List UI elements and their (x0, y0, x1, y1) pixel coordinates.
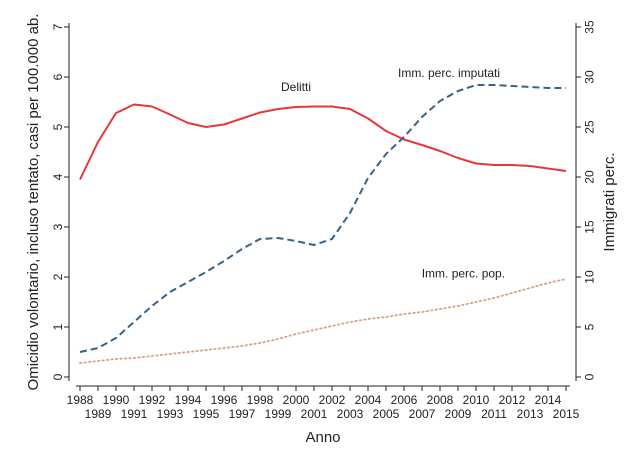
x-tick-label: 2005 (373, 407, 400, 421)
x-tick-label: 2006 (391, 393, 418, 407)
y-left-tick-label: 6 (51, 73, 65, 80)
x-tick-label: 2015 (553, 407, 580, 421)
x-tick-label: 2001 (301, 407, 328, 421)
y-right-tick-label: 25 (583, 120, 597, 134)
series-line-1 (79, 103, 567, 180)
x-tick-label: 1994 (175, 393, 202, 407)
annotation-2: Imm. perc. imputati (398, 66, 500, 80)
x-tick-label: 1999 (265, 407, 292, 421)
y-left-tick-label: 4 (51, 173, 65, 180)
annotation-3: Imm. perc. pop. (422, 267, 505, 281)
x-tick-label: 1990 (103, 393, 130, 407)
x-tick-label: 2010 (463, 393, 490, 407)
x-axis-title: Anno (305, 429, 340, 446)
x-tick-label: 1989 (85, 407, 112, 421)
x-tick-label: 2014 (535, 393, 562, 407)
x-tick-label: 2000 (283, 393, 310, 407)
x-tick-label: 1996 (211, 393, 238, 407)
y-right-tick-label: 5 (583, 323, 597, 330)
y-left-tick-label: 7 (51, 23, 65, 30)
y-axis-right-title: Immigrati perc. (601, 152, 618, 251)
annotation-1: Delitti (281, 80, 311, 94)
x-tick-label: 1988 (67, 393, 94, 407)
annotations: Delitti Imm. perc. imputati Imm. perc. pop… (281, 66, 505, 281)
x-tick-label: 2004 (355, 393, 382, 407)
x-tick-label: 1998 (247, 393, 274, 407)
y-left-tick-label: 0 (51, 373, 65, 380)
series-line-2 (79, 84, 566, 353)
y-right-tick-label: 0 (583, 373, 597, 380)
y-left-tick-label: 1 (51, 323, 65, 330)
x-tick-label: 2012 (499, 393, 526, 407)
y-left-tick-label: 2 (51, 273, 65, 280)
y-right-tick-label: 35 (583, 20, 597, 34)
x-tick-label: 2009 (445, 407, 472, 421)
y-right-tick-label: 30 (583, 70, 597, 84)
x-tick-label: 1992 (139, 393, 166, 407)
x-tick-label: 2011 (481, 407, 507, 421)
y-left-tick-label: 5 (51, 123, 65, 130)
y-right-tick-label: 10 (583, 270, 597, 284)
x-tick-label: 2008 (427, 393, 454, 407)
x-tick-label: 2003 (337, 407, 364, 421)
x-tick-label: 1993 (157, 407, 184, 421)
y-right-tick-label: 20 (583, 170, 597, 184)
series-layer (79, 84, 567, 364)
x-tick-label: 1995 (193, 407, 220, 421)
y-right-tick-label: 15 (583, 220, 597, 234)
y-axis-left-title: Omicidio volontario, incluso tentato, ca… (25, 14, 42, 391)
x-tick-label: 1997 (229, 407, 256, 421)
series-line-3 (79, 278, 567, 364)
x-tick-label: 2002 (319, 393, 346, 407)
x-tick-label: 1991 (121, 407, 148, 421)
x-tick-label: 2013 (517, 407, 544, 421)
axes: 0123456705101520253035198819891990199119… (51, 20, 597, 421)
y-left-tick-label: 3 (51, 223, 65, 230)
x-tick-label: 2007 (409, 407, 436, 421)
